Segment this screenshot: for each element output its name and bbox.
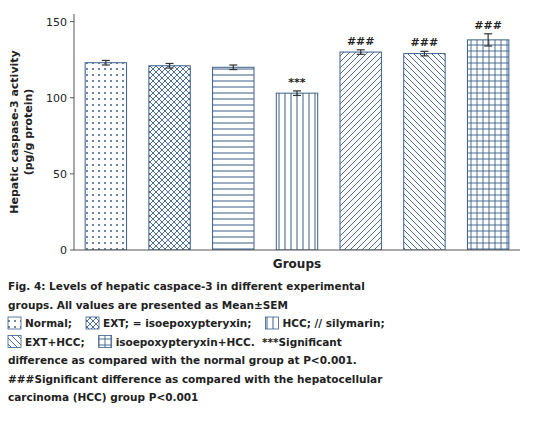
chart-svg: *** ### ### ### 0 50 100 150 Groups Hepatic caspa… [0,0,534,429]
caption-swatch [265,317,278,329]
plot-marks [85,34,509,250]
x-axis-line [74,250,520,251]
caption-text: EXT; = isoepoxypteryxin; [103,317,251,329]
error-bar-cap [420,51,428,52]
error-bar-stem [424,51,425,56]
bar [340,52,381,250]
error-bar [357,50,365,55]
y-tick [70,173,74,174]
caption-text: HCC; // silymarin; [282,317,384,329]
error-bar-cap [293,90,301,91]
caption-swatch [86,317,99,329]
bar [404,54,445,250]
error-bar-cap [166,67,174,68]
bar [85,63,126,250]
error-bar [102,60,110,65]
error-bar-cap [229,69,237,70]
error-bar [166,63,174,68]
error-bar-stem [105,60,106,65]
y-axis-label-line: Hepatic caspase-3 activity [8,50,21,214]
error-bar-cap [357,54,365,55]
error-bar-cap [357,49,365,50]
y-axis-label: Hepatic caspase-3 activity(pg/g protein) [8,50,35,214]
bar [213,67,254,250]
y-tick-label: 150 [46,16,67,29]
caption-line: Fig. 4: Levels of hepatic caspace-3 in d… [8,280,365,292]
error-bar-cap [484,33,492,34]
caption-text: Normal; [25,317,72,329]
y-axis-line [74,14,75,250]
significance-label: ### [411,36,439,49]
error-bar [293,91,301,96]
caption-text: EXT+HCC; [25,336,85,348]
error-bar-stem [169,63,170,68]
error-bar-stem [488,34,489,46]
bar [276,93,317,250]
error-bar-cap [484,45,492,46]
caption-line: difference as compared with the normal g… [8,354,357,366]
error-bar [484,34,492,46]
caption-swatch [99,336,112,348]
page: {"chart_data": {"type": "bar", "categori… [0,0,534,429]
y-tick [70,97,74,98]
significance-label: ### [474,19,502,32]
x-axis-label: Groups [273,257,321,271]
bar [149,66,190,250]
error-bar-stem [360,50,361,55]
error-bar-stem [296,91,297,96]
caption-swatch [8,336,21,348]
significance-label: *** [288,76,306,89]
y-tick-label: 50 [53,168,67,181]
y-tick [70,21,74,22]
significance-label: ### [347,35,375,48]
error-bar [229,65,237,70]
error-bar-cap [420,55,428,56]
chart-container: *** ### ### ### 0 50 100 150 Groups Hepatic caspa… [0,0,534,429]
y-axis-label-line: (pg/g protein) [22,89,35,176]
error-bar-cap [229,64,237,65]
y-tick-label: 0 [60,244,67,257]
error-bar-stem [233,65,234,70]
caption-swatch [8,317,21,329]
error-bar-cap [166,63,174,64]
error-bar-cap [293,95,301,96]
error-bar-cap [102,60,110,61]
error-bar-cap [102,64,110,65]
caption-text: isoepoxypteryxin+HCC. ***Significant [116,336,342,348]
bar [467,40,508,250]
caption-line: carcinoma (HCC) group P<0.001 [8,391,198,403]
error-bar [420,51,428,56]
caption-line: groups. All values are presented as Mean… [8,299,288,311]
y-tick [70,250,74,251]
caption-line: ###Significant difference as compared wi… [8,373,383,385]
y-tick-label: 100 [46,92,67,105]
